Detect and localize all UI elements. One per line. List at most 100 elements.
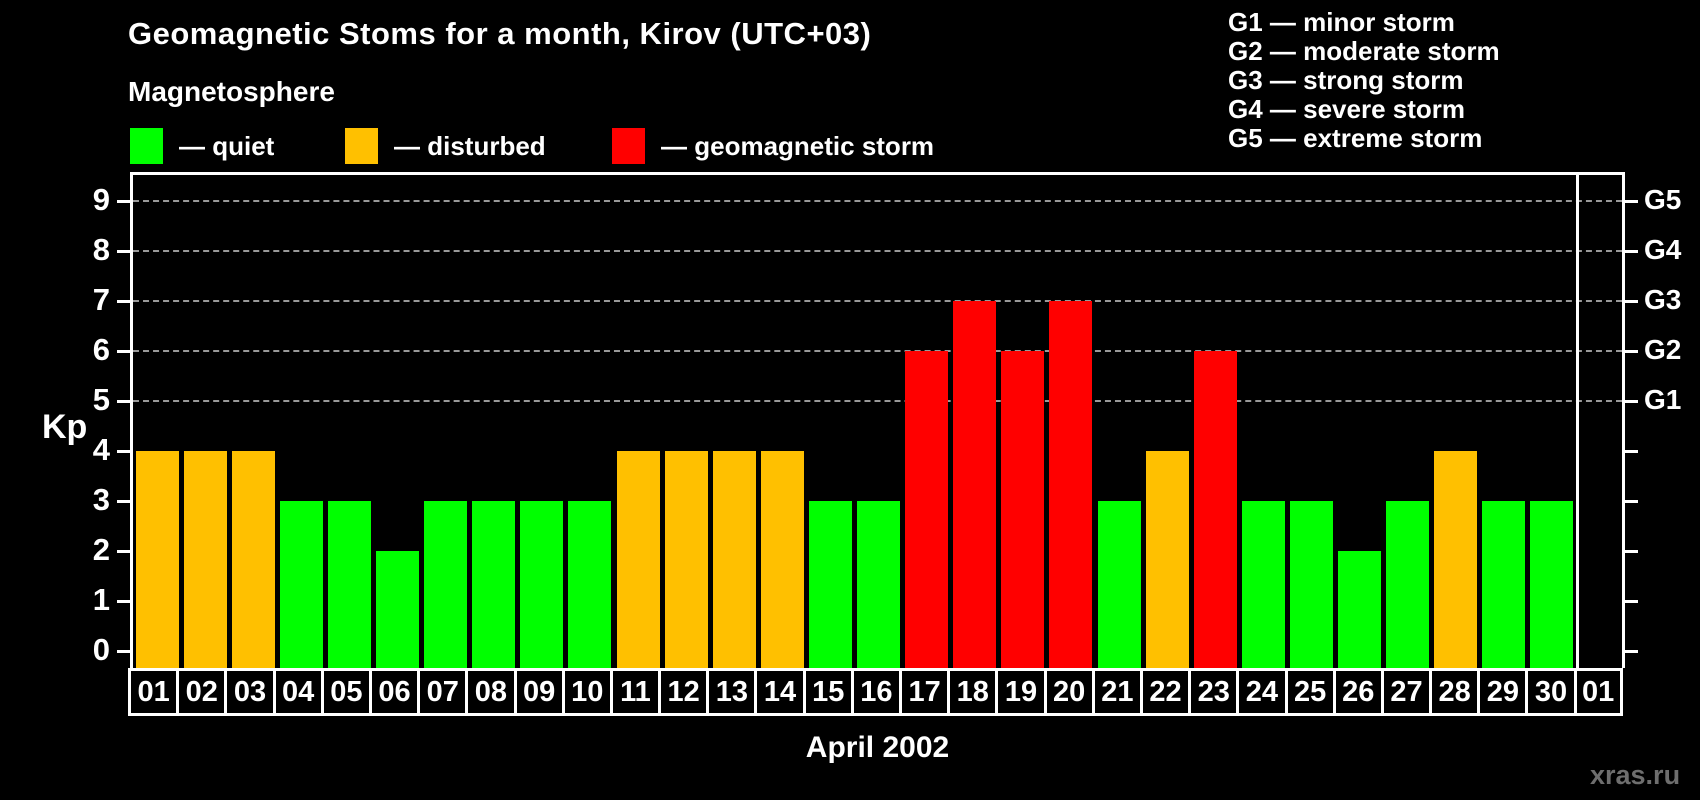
day-cell-23: 23 (1188, 668, 1237, 716)
right-tick-5 (1625, 400, 1638, 403)
y-tick-label-6: 6 (92, 332, 110, 367)
left-tick-9 (117, 200, 130, 203)
bar-day-06 (376, 551, 419, 668)
bar-day-23 (1193, 351, 1237, 668)
day-cell-14: 14 (754, 668, 803, 716)
disturbed-legend-label: — disturbed (394, 130, 546, 161)
bar-day-09 (520, 501, 564, 668)
bar-day-04 (279, 501, 323, 668)
gridline-kp6 (133, 350, 1622, 352)
legend-item-storm: — geomagnetic storm (612, 124, 934, 168)
bar-day-02 (183, 451, 227, 668)
bar-day-28 (1434, 451, 1478, 668)
bar-day-13 (712, 451, 756, 668)
quiet-color-swatch (130, 128, 163, 164)
day-cell-08: 08 (465, 668, 514, 716)
g-scale-legend: G1 — minor storm G2 — moderate storm G3 … (1228, 8, 1500, 153)
y-tick-label-1: 1 (92, 582, 110, 617)
bar-day-11 (616, 451, 660, 668)
day-cell-05: 05 (320, 668, 369, 716)
right-tick-6 (1625, 350, 1638, 353)
y-tick-label-2: 2 (92, 532, 110, 567)
day-cell-01: 01 (128, 668, 177, 716)
day-cell-18: 18 (947, 668, 996, 716)
day-cell-17: 17 (899, 668, 948, 716)
g2-legend-line: G2 — moderate storm (1228, 36, 1500, 66)
bar-day-03 (231, 451, 275, 668)
day-cell-29: 29 (1477, 668, 1526, 716)
magnetosphere-label: Magnetosphere (128, 76, 335, 107)
g-level-label-g4: G4 (1644, 234, 1682, 265)
bar-day-14 (760, 451, 804, 668)
storm-color-swatch (612, 128, 645, 164)
left-tick-8 (117, 250, 130, 253)
legend-item-disturbed: — disturbed (345, 124, 546, 168)
gridline-kp7 (133, 300, 1622, 302)
left-tick-6 (117, 350, 130, 353)
bar-day-29 (1482, 501, 1526, 668)
day-cell-16: 16 (850, 668, 899, 716)
day-cell-03: 03 (224, 668, 273, 716)
bar-day-18 (953, 301, 997, 668)
right-tick-1 (1625, 600, 1638, 603)
day-cell-25: 25 (1284, 668, 1333, 716)
bar-day-17 (905, 351, 949, 668)
disturbed-color-swatch (345, 128, 378, 164)
month-boundary-line (1576, 175, 1579, 668)
g-level-label-g5: G5 (1644, 184, 1682, 215)
right-tick-7 (1625, 300, 1638, 303)
bar-day-19 (1001, 351, 1045, 668)
quiet-legend-label: — quiet (179, 130, 275, 161)
day-cell-06: 06 (368, 668, 418, 716)
day-cell-21: 21 (1091, 668, 1140, 716)
kp-axis-label: Kp (42, 408, 88, 446)
day-cell-09: 09 (513, 668, 562, 716)
bar-day-05 (327, 501, 371, 668)
bar-day-08 (472, 501, 516, 668)
g-level-label-g1: G1 (1644, 384, 1682, 415)
storm-legend-label: — geomagnetic storm (661, 130, 935, 161)
gridline-kp8 (133, 250, 1622, 252)
g-level-label-g3: G3 (1644, 284, 1682, 315)
y-tick-label-8: 8 (92, 232, 110, 267)
day-cell-15: 15 (802, 668, 851, 716)
day-cell-19: 19 (995, 668, 1044, 716)
left-tick-2 (117, 550, 130, 553)
bar-day-07 (424, 501, 468, 668)
g1-legend-line: G1 — minor storm (1228, 7, 1455, 37)
day-cell-30: 30 (1525, 668, 1574, 716)
bar-day-30 (1530, 501, 1574, 668)
day-cell-24: 24 (1236, 668, 1285, 716)
bar-day-15 (808, 501, 852, 668)
bar-day-21 (1097, 501, 1141, 668)
right-tick-0 (1625, 650, 1638, 653)
chart-title: Geomagnetic Stoms for a month, Kirov (UT… (128, 16, 872, 51)
y-tick-label-0: 0 (92, 632, 110, 667)
day-cell-12: 12 (658, 668, 707, 716)
y-tick-label-7: 7 (92, 282, 110, 317)
bar-day-12 (664, 451, 708, 668)
day-cell-20: 20 (1043, 668, 1092, 716)
day-label-row: 01 02 03 04 05 06 07 08 09 10 11 12 13 14 15 16 17 18 19 20… (128, 668, 1623, 716)
month-axis-label: April 2002 (805, 731, 950, 764)
left-tick-5 (117, 400, 130, 403)
day-cell-11: 11 (609, 668, 659, 716)
bar-day-01 (135, 451, 179, 668)
bar-day-25 (1289, 501, 1333, 668)
day-cell-10: 10 (561, 668, 610, 716)
gridline-kp9 (133, 200, 1622, 202)
right-tick-9 (1625, 200, 1638, 203)
xras-watermark: xras.ru (1590, 760, 1681, 790)
plot-area (130, 172, 1625, 668)
right-tick-2 (1625, 550, 1638, 553)
day-cell-26: 26 (1332, 668, 1381, 716)
day-cell-04: 04 (272, 668, 321, 716)
bar-day-10 (568, 501, 612, 668)
y-tick-label-3: 3 (92, 482, 110, 517)
bar-day-24 (1241, 501, 1285, 668)
bar-day-16 (857, 501, 900, 668)
gridline-kp5 (133, 400, 1622, 402)
day-cell-13: 13 (706, 668, 755, 716)
bar-day-20 (1049, 301, 1093, 668)
right-tick-8 (1625, 250, 1638, 253)
